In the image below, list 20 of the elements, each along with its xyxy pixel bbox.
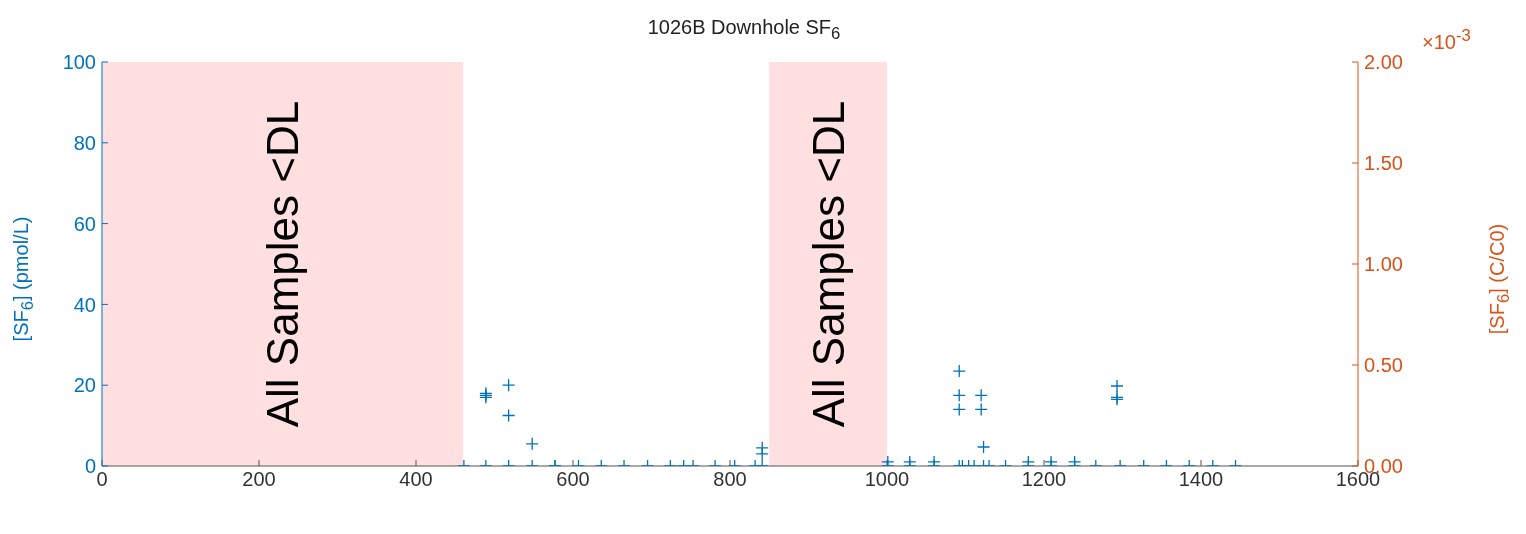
text: ×10$^{-3}$ xyxy=(1422,26,1471,54)
x-tick-label: 600 xyxy=(556,468,590,491)
y-tick-label: 40 xyxy=(73,293,96,316)
y2-tick-label: 1.00 xyxy=(1364,253,1403,276)
y-tick-label: 100 xyxy=(62,51,96,74)
band-label: All Samples <DL xyxy=(258,100,308,428)
x-tick-label: 200 xyxy=(242,468,276,491)
x-tick-label: 400 xyxy=(399,468,433,491)
y-tick-label: 80 xyxy=(73,131,96,154)
x-tick-label: 1000 xyxy=(864,468,910,491)
x-tick-label: 800 xyxy=(713,468,747,491)
y2-tick-label: 0.50 xyxy=(1364,354,1403,377)
y2-tick-label: 2.00 xyxy=(1364,51,1403,74)
x-tick-label: 1400 xyxy=(1178,468,1224,491)
x-tick-label: 1200 xyxy=(1021,468,1067,491)
band-label: All Samples <DL xyxy=(803,100,853,428)
chart-title: 1026B Downhole SF$_{6}$ xyxy=(646,16,842,44)
y2-tick-label: 1.50 xyxy=(1364,152,1403,175)
y-tick-label: 20 xyxy=(73,374,96,397)
y-tick-label: 60 xyxy=(73,212,96,235)
